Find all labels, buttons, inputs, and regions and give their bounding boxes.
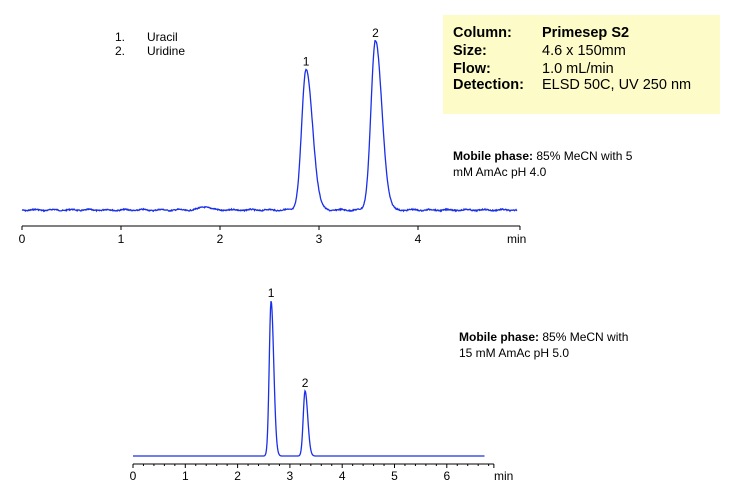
legend-label: Uridine	[147, 44, 186, 58]
x-tick-label: 4	[339, 469, 346, 483]
bottom-mobile-phase: Mobile phase: 85% MeCN with 15 mM AmAc p…	[459, 329, 628, 361]
top-chromatogram: 0 1 2 3 4 min 1 2	[19, 26, 527, 246]
chromatogram-trace	[21, 39, 518, 213]
peak-label: 1	[303, 55, 310, 69]
x-tick-label: 0	[130, 469, 137, 483]
x-tick-label: 1	[118, 232, 125, 246]
x-axis-unit-label: min	[494, 469, 513, 483]
legend-item-2: 2. Uridine	[115, 44, 185, 58]
legend-number: 1.	[115, 30, 126, 44]
x-tick-label: 1	[182, 469, 189, 483]
info-key: Detection:	[453, 77, 524, 93]
info-value: Primesep S2	[542, 25, 630, 41]
mobile-phase-text: mM AmAc pH 4.0	[453, 165, 547, 179]
info-key: Flow:	[453, 61, 491, 77]
x-tick-label: 3	[287, 469, 294, 483]
info-key: Size:	[453, 43, 487, 59]
x-tick-label: 2	[234, 469, 241, 483]
legend-number: 2.	[115, 44, 126, 58]
x-tick-label: 0	[19, 232, 26, 246]
method-info-box: Column: Primesep S2 Size: 4.6 x 150mm Fl…	[443, 15, 720, 114]
x-axis-unit-label: min	[507, 232, 526, 246]
legend-item-1: 1. Uracil	[115, 30, 185, 44]
info-value: 4.6 x 150mm	[542, 43, 626, 59]
peak-label: 2	[302, 376, 309, 390]
x-tick-label: 4	[415, 232, 422, 246]
x-tick-label: 2	[217, 232, 224, 246]
legend-label: Uracil	[147, 30, 178, 44]
info-key: Column:	[453, 25, 512, 41]
peak-label: 1	[268, 286, 275, 300]
mobile-phase-text: 85% MeCN with 5	[533, 149, 633, 163]
top-mobile-phase: Mobile phase: 85% MeCN with 5 mM AmAc pH…	[453, 148, 632, 180]
mobile-phase-label: Mobile phase:	[459, 330, 540, 344]
mobile-phase-label: Mobile phase:	[453, 149, 534, 163]
chromatogram-trace	[133, 300, 485, 457]
bottom-chromatogram: 0 1 2 3 4 5 6 min 1 2	[130, 286, 514, 483]
info-value: ELSD 50C, UV 250 nm	[542, 77, 692, 93]
x-tick-label: 6	[443, 469, 450, 483]
info-value: 1.0 mL/min	[542, 61, 614, 77]
peak-label: 2	[372, 26, 379, 40]
compound-legend: 1. Uracil 2. Uridine	[115, 30, 185, 58]
x-tick-label: 5	[391, 469, 398, 483]
mobile-phase-text: 85% MeCN with	[539, 330, 629, 344]
mobile-phase-text: 15 mM AmAc pH 5.0	[459, 346, 570, 360]
x-tick-label: 3	[316, 232, 323, 246]
